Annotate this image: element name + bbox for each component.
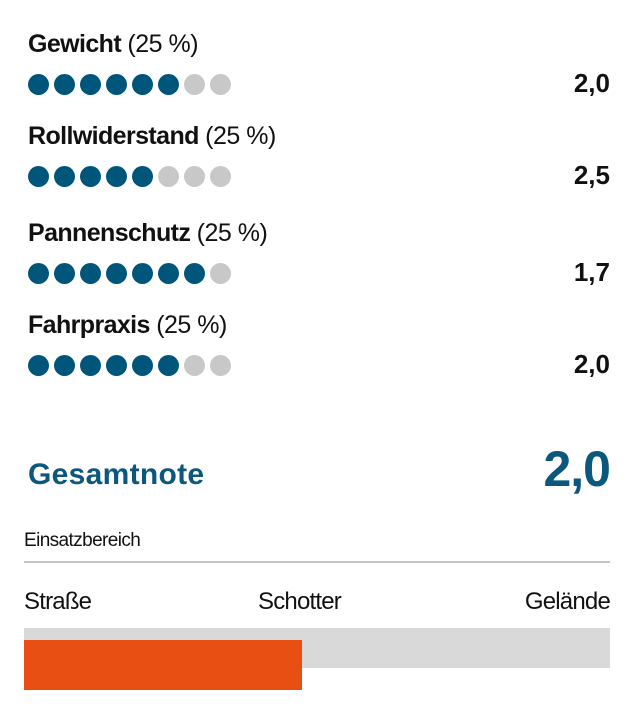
rating-dot-empty	[158, 166, 179, 187]
rating-dot-filled	[132, 355, 153, 376]
rating-dot-filled	[132, 263, 153, 284]
rating-dot-filled	[106, 263, 127, 284]
rating-dot-filled	[28, 74, 49, 95]
usage-bar-fill	[24, 640, 302, 690]
criterion-name: Gewicht	[28, 30, 122, 58]
criterion-name: Pannenschutz	[28, 219, 191, 247]
rating-dot-empty	[210, 355, 231, 376]
rating-dot-filled	[80, 355, 101, 376]
rating-dots	[28, 74, 236, 95]
rating-dot-filled	[28, 263, 49, 284]
usage-title: Einsatzbereich	[24, 530, 141, 551]
rating-dot-empty	[184, 74, 205, 95]
rating-dot-filled	[54, 166, 75, 187]
rating-dot-filled	[132, 166, 153, 187]
rating-dot-filled	[28, 355, 49, 376]
rating-dots	[28, 166, 236, 187]
rating-dot-filled	[54, 263, 75, 284]
rating-dot-filled	[158, 74, 179, 95]
rating-dot-empty	[210, 74, 231, 95]
criterion-label: Pannenschutz (25 %)	[28, 219, 268, 248]
rating-dot-filled	[54, 355, 75, 376]
criterion-name: Fahrpraxis	[28, 311, 150, 339]
rating-dot-empty	[184, 355, 205, 376]
scale-label-terrain: Gelände	[524, 588, 611, 615]
criterion-score: 2,0	[573, 68, 610, 98]
total-label: Gesamtnote	[28, 458, 205, 491]
criterion-weight: (25 %)	[205, 122, 276, 150]
rating-dot-filled	[80, 166, 101, 187]
criterion-label: Gewicht (25 %)	[28, 30, 199, 59]
criterion-score: 2,0	[573, 349, 610, 379]
rating-dots	[28, 263, 236, 284]
scale-label-road: Straße	[24, 588, 92, 615]
rating-dot-filled	[106, 74, 127, 95]
rating-dot-filled	[132, 74, 153, 95]
criterion-name: Rollwiderstand	[28, 122, 199, 150]
criterion-weight: (25 %)	[127, 30, 199, 58]
rating-dot-empty	[210, 263, 231, 284]
rating-dot-filled	[54, 74, 75, 95]
rating-dot-empty	[210, 166, 231, 187]
rating-dot-empty	[184, 166, 205, 187]
rating-dot-filled	[106, 166, 127, 187]
rating-dot-filled	[184, 263, 205, 284]
criterion-score: 1,7	[573, 257, 610, 287]
rating-dot-filled	[80, 263, 101, 284]
criterion-label: Rollwiderstand (25 %)	[28, 122, 276, 151]
divider	[24, 561, 610, 563]
rating-dot-filled	[158, 355, 179, 376]
scale-label-gravel: Schotter	[258, 588, 342, 615]
rating-dot-filled	[158, 263, 179, 284]
criterion-label: Fahrpraxis (25 %)	[28, 311, 227, 340]
rating-dot-filled	[80, 74, 101, 95]
rating-dots	[28, 355, 236, 376]
rating-dot-filled	[28, 166, 49, 187]
criterion-weight: (25 %)	[196, 219, 268, 247]
rating-dot-filled	[106, 355, 127, 376]
criterion-score: 2,5	[573, 160, 610, 190]
criterion-weight: (25 %)	[156, 311, 227, 339]
total-score: 2,0	[543, 441, 611, 497]
